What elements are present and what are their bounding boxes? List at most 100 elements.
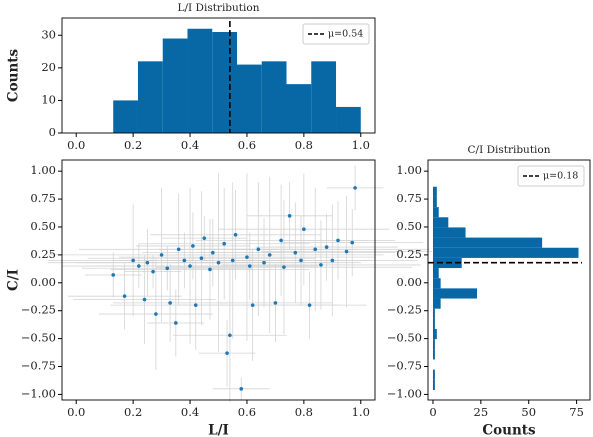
axes-title: C/I Distribution [468,144,551,156]
bar [432,247,579,258]
legend-box [517,165,585,187]
bar [432,278,441,289]
point [293,250,298,255]
y-tick-label: 0.00 [396,275,422,289]
y-tick-label: −0.50 [21,331,56,345]
point [267,253,272,257]
legend-label: μ=0.18 [543,171,578,182]
bar [432,339,435,350]
bar [311,61,337,133]
point [154,312,158,316]
point [208,267,212,272]
bar [432,196,437,208]
point [248,264,252,268]
y-tick-label: 0.00 [30,275,56,289]
bar [432,227,466,238]
point [176,247,181,252]
bar [113,100,138,133]
x-axis-label: Counts [482,423,536,437]
point [182,258,187,263]
axes-frame [61,17,376,134]
x-tick-label: 0.2 [124,405,142,419]
point [168,301,172,305]
point [250,303,255,307]
point [131,258,135,263]
legend-label: μ=0.54 [328,29,363,40]
bar [432,186,437,197]
x-tick-label: 75 [569,405,584,419]
point [313,247,318,252]
y-tick-label: −1.00 [21,386,56,400]
x-tick-label: 0 [429,405,436,419]
axes-title: L/I Distribution [178,2,260,14]
axes-frame [427,159,591,401]
point [279,238,283,243]
x-axis-label: L/I [208,423,229,437]
x-tick-label: 0.0 [67,138,85,152]
bar [162,38,188,133]
bar [212,32,237,133]
bar [432,308,435,319]
y-tick-label: −0.75 [21,359,56,373]
x-tick-label: 0.6 [238,138,256,152]
point [188,264,192,268]
y-tick-label: −0.25 [21,303,56,317]
bar [137,61,163,133]
point [353,186,357,190]
point [199,256,204,261]
point [324,245,329,249]
y-tick-label: 0.25 [30,247,56,261]
y-tick-label: 1.00 [396,163,422,177]
bar [432,349,435,360]
y-tick-label: 0.75 [396,191,422,205]
x-tick-label: 50 [521,405,536,419]
point [137,264,141,268]
y-tick-label: 1.00 [30,163,56,177]
bar [432,318,435,330]
point [145,260,150,265]
x-tick-label: 0.2 [124,138,142,152]
x-tick-label: 0.6 [238,405,256,419]
bar [261,61,287,133]
legend-box [302,23,370,45]
point [216,260,221,265]
point [111,273,116,277]
point [211,250,215,255]
point [262,260,266,265]
bar [432,369,435,380]
bar [432,268,439,279]
bar [336,106,361,133]
y-tick-label: −1.00 [387,386,422,400]
point [151,269,155,274]
point [336,238,340,243]
y-tick-label: 0.75 [30,191,56,205]
y-tick-label: 30 [41,27,56,41]
point [302,227,306,232]
y-tick-label: −0.50 [387,331,422,345]
point [202,236,207,240]
point [122,294,127,298]
bar [432,288,478,299]
y-axis-label: C/I [6,269,22,291]
y-tick-label: 0 [49,125,56,139]
y-tick-label: 0.50 [396,219,422,233]
bar [236,64,262,133]
point [225,351,229,355]
point [282,265,286,269]
bar [187,28,213,133]
point [159,253,164,257]
bar [432,298,441,309]
bar [432,207,439,218]
bar [432,329,437,340]
y-tick-label: 10 [41,92,56,106]
y-tick-label: 0.50 [30,219,56,233]
bar [286,84,312,133]
x-tick-label: 1.0 [352,138,370,152]
point [350,240,355,245]
x-tick-label: 0.4 [181,405,199,419]
y-tick-label: −0.75 [387,359,422,373]
x-tick-label: 0.0 [67,405,85,419]
point [273,301,278,305]
x-tick-label: 0.8 [295,405,313,419]
